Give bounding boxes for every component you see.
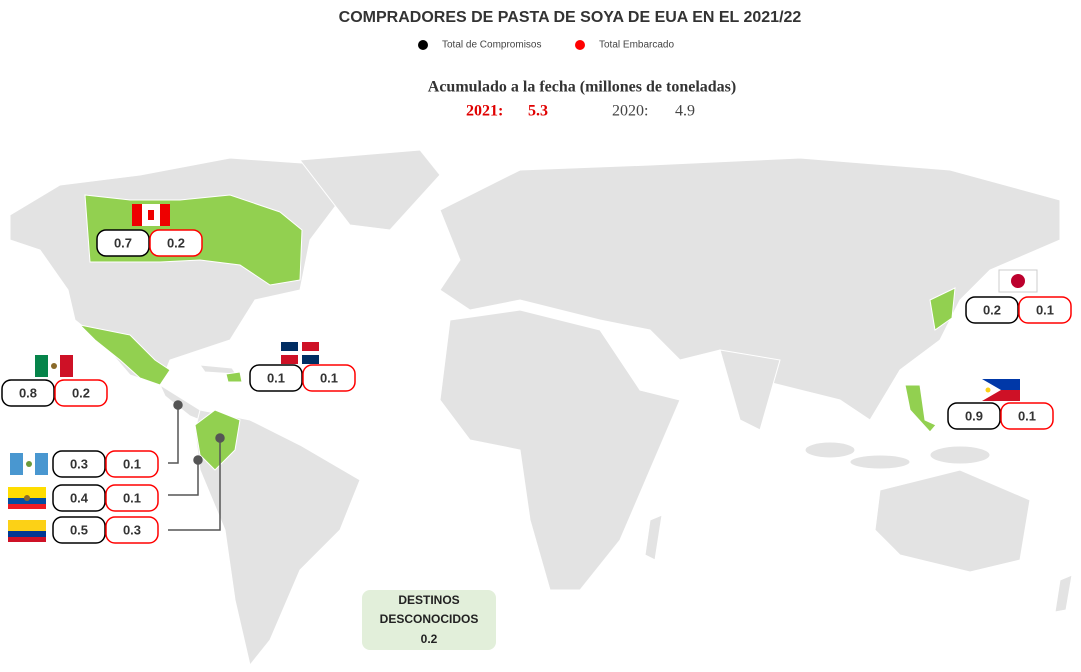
mexico: [78, 324, 171, 386]
value-label: 0.7: [114, 235, 132, 250]
flag: [302, 355, 319, 364]
connector-dot: [173, 400, 183, 410]
flag: [281, 355, 298, 364]
flag: [60, 355, 73, 377]
legend-label: Total de Compromisos: [442, 40, 541, 51]
legend-marker: [418, 40, 428, 50]
value-box: [105, 516, 159, 544]
legend-label: Total Embarcado: [599, 40, 674, 51]
flag: [982, 379, 1001, 401]
value-box: [105, 450, 159, 478]
flag: [35, 355, 48, 377]
value-box: [947, 402, 1001, 430]
value-box: [1, 379, 55, 407]
connector: [168, 405, 179, 464]
new-zealand: [1054, 574, 1073, 613]
current-label: 2021:: [466, 103, 503, 120]
value-box: [52, 450, 106, 478]
value-label: 0.1: [123, 490, 141, 505]
indonesia: [849, 454, 911, 470]
unknown-label: DESCONOCIDOS: [380, 612, 479, 626]
value-label: 0.4: [70, 490, 89, 505]
flag: [160, 204, 170, 226]
value-label: 0.1: [1018, 408, 1036, 423]
unknown-value: 0.2: [421, 632, 438, 646]
flag: [132, 204, 142, 226]
world-map: [9, 149, 1073, 667]
connector-dot: [193, 455, 203, 465]
connector-dot: [215, 433, 225, 443]
greenland: [299, 149, 441, 231]
value-label: 0.1: [1036, 302, 1054, 317]
flag: [982, 390, 1020, 401]
dominican-republic: [225, 371, 243, 383]
new-guinea: [929, 445, 991, 465]
value-box: [302, 364, 356, 392]
value-box: [249, 364, 303, 392]
value-label: 0.1: [267, 370, 285, 385]
value-label: 0.2: [72, 385, 90, 400]
value-label: 0.3: [123, 522, 141, 537]
flag: [985, 387, 991, 393]
value-box: [1018, 296, 1072, 324]
value-label: 0.1: [320, 370, 338, 385]
australia: [874, 469, 1031, 573]
flag: [8, 531, 46, 537]
unknown-box: [362, 590, 496, 650]
flag: [8, 520, 46, 531]
value-label: 0.8: [19, 385, 37, 400]
value-box: [965, 296, 1019, 324]
value-box: [149, 229, 203, 257]
value-box: [52, 516, 106, 544]
eurasia: [439, 157, 1061, 421]
value-box: [105, 484, 159, 512]
india: [719, 349, 781, 431]
flag: [26, 461, 32, 467]
caribbean: [198, 364, 237, 375]
value-box: [96, 229, 150, 257]
previous-value: 4.9: [675, 103, 695, 120]
previous-label: 2020:: [612, 103, 648, 120]
flag: [1011, 274, 1025, 288]
flag: [982, 379, 1020, 390]
value-label: 0.2: [167, 235, 185, 250]
madagascar: [644, 514, 663, 561]
unknown-label: DESTINOS: [398, 593, 459, 607]
summary-title: Acumulado a la fecha (millones de tonela…: [428, 79, 736, 96]
value-label: 0.2: [983, 302, 1001, 317]
flag: [8, 537, 46, 542]
south-america: [194, 409, 361, 667]
flag: [51, 363, 57, 369]
value-label: 0.5: [70, 522, 88, 537]
connector: [168, 438, 221, 531]
value-box: [52, 484, 106, 512]
flag: [302, 342, 319, 351]
flag: [8, 487, 46, 498]
flag: [281, 342, 298, 351]
flag: [148, 210, 154, 220]
value-label: 0.9: [965, 408, 983, 423]
connector: [168, 460, 199, 496]
value-label: 0.1: [123, 456, 141, 471]
indonesia: [804, 441, 856, 459]
flag: [24, 495, 30, 501]
value-box: [54, 379, 108, 407]
africa: [439, 309, 681, 591]
flag: [8, 504, 46, 509]
japan: [929, 287, 956, 331]
legend-marker: [575, 40, 585, 50]
philippines: [904, 384, 937, 433]
value-box: [1000, 402, 1054, 430]
value-label: 0.3: [70, 456, 88, 471]
connectors: [168, 400, 225, 531]
title: COMPRADORES DE PASTA DE SOYA DE EUA EN E…: [339, 9, 802, 26]
current-value: 5.3: [528, 103, 548, 120]
